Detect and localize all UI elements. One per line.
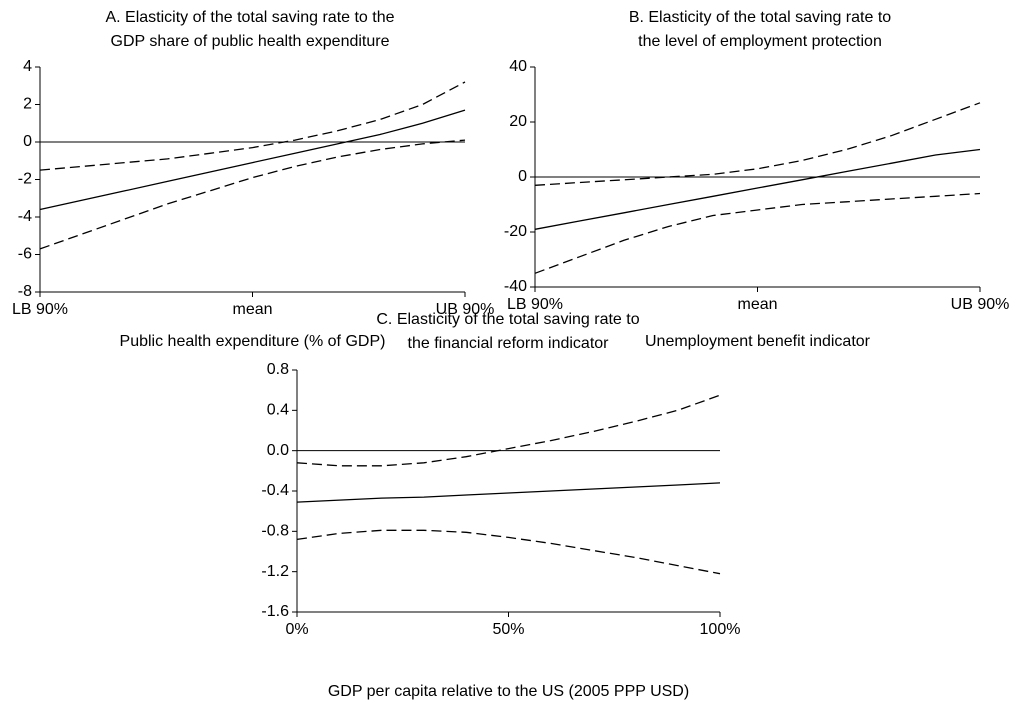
y-tick-label: 4	[23, 58, 32, 75]
series-line	[296, 482, 721, 503]
series-line	[39, 139, 466, 250]
chart-title: the financial reform indicator	[408, 335, 610, 352]
series-line	[534, 192, 981, 274]
series-line	[39, 81, 466, 171]
chart-title: the level of employment protection	[638, 33, 882, 50]
chart-title: A. Elasticity of the total saving rate t…	[105, 9, 394, 26]
chart-title: GDP share of public health expenditure	[111, 33, 390, 50]
y-tick-label: 0.0	[267, 442, 289, 459]
x-axis-label: GDP per capita relative to the US (2005 …	[328, 683, 689, 700]
x-tick-label: UB 90%	[436, 301, 495, 318]
x-tick-label: 100%	[700, 621, 741, 638]
y-tick-label: 0.8	[267, 361, 289, 378]
x-tick-label: LB 90%	[12, 301, 68, 318]
x-tick-label: 0%	[285, 621, 308, 638]
y-tick-label: 0	[518, 168, 527, 185]
x-tick-label: 50%	[492, 621, 524, 638]
x-tick-label: mean	[737, 296, 777, 313]
x-tick-label: UB 90%	[951, 296, 1010, 313]
y-tick-label: -2	[18, 171, 32, 188]
y-tick-label: -4	[18, 208, 32, 225]
x-tick-label: mean	[232, 301, 272, 318]
y-tick-label: -0.8	[261, 523, 289, 540]
series-line	[534, 102, 981, 186]
y-tick-label: 20	[509, 113, 527, 130]
y-tick-label: -40	[504, 278, 527, 295]
chart-title: B. Elasticity of the total saving rate t…	[629, 9, 891, 26]
series-line	[534, 148, 981, 230]
x-axis-label: Public health expenditure (% of GDP)	[120, 333, 386, 350]
series-line	[296, 529, 721, 575]
y-tick-label: 0.4	[267, 402, 289, 419]
y-tick-label: 0	[23, 133, 32, 150]
series-line	[39, 109, 466, 211]
y-tick-label: -6	[18, 246, 32, 263]
y-tick-label: -8	[18, 283, 32, 300]
series-line	[296, 394, 721, 467]
x-axis-label: Unemployment benefit indicator	[645, 333, 871, 350]
y-tick-label: -1.6	[261, 603, 289, 620]
y-tick-label: 40	[509, 58, 527, 75]
y-tick-label: -0.4	[261, 482, 289, 499]
x-tick-label: LB 90%	[507, 296, 563, 313]
y-tick-label: -1.2	[261, 563, 289, 580]
chart-title: C. Elasticity of the total saving rate t…	[376, 311, 639, 328]
y-tick-label: -20	[504, 223, 527, 240]
y-tick-label: 2	[23, 96, 32, 113]
